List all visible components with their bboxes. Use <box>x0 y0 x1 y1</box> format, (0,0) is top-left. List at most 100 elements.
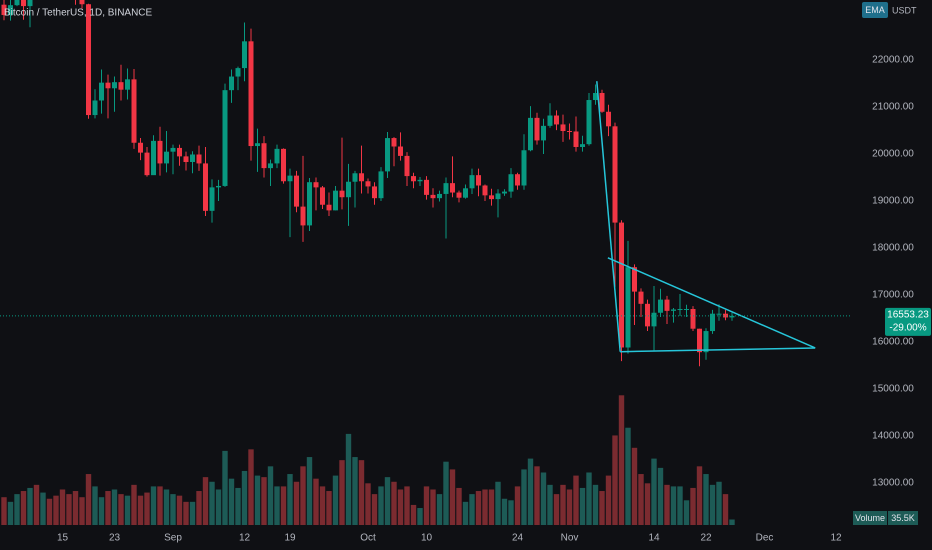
candle-body <box>14 0 20 6</box>
candle-body <box>79 0 85 5</box>
candle-body <box>144 152 150 176</box>
candle-body <box>248 41 254 147</box>
candle-body <box>346 181 351 198</box>
indicator-label[interactable]: EMA <box>865 5 885 15</box>
candle-body <box>229 76 234 91</box>
volume-bar <box>14 494 20 525</box>
volume-bar <box>111 489 118 525</box>
candle-body <box>27 0 33 7</box>
volume-bar <box>540 472 547 525</box>
candle-body <box>274 148 280 164</box>
volume-bar <box>358 460 365 525</box>
volume-bar <box>436 494 443 525</box>
volume-bar <box>547 484 553 525</box>
volume-bar <box>514 486 521 525</box>
volume-bar <box>27 487 33 525</box>
volume-bar <box>105 491 111 525</box>
volume-bar <box>716 481 722 525</box>
candle-body <box>170 147 176 152</box>
candle-body <box>632 267 637 292</box>
candle-body <box>138 142 143 153</box>
volume-bar <box>501 498 508 525</box>
volume-bar <box>638 474 644 525</box>
volume-bar <box>79 497 85 525</box>
volume-bar <box>274 486 280 525</box>
volume-bar <box>306 457 313 525</box>
volume-bar <box>7 501 14 525</box>
candle-body <box>586 100 592 145</box>
volume-bar <box>443 461 449 525</box>
volume-bar <box>137 495 144 525</box>
volume-bar <box>482 489 488 525</box>
candle-body <box>528 117 533 151</box>
volume-bar <box>573 475 579 525</box>
plot-area <box>0 0 850 525</box>
candle-body <box>8 5 13 16</box>
volume-bar <box>189 501 196 525</box>
candle-body <box>1 4 7 16</box>
volume-bar <box>228 478 235 525</box>
candle-body <box>456 192 462 198</box>
volume-bar <box>722 494 729 525</box>
volume-bar <box>46 498 53 525</box>
volume-bar <box>417 508 423 525</box>
volume-bar <box>651 458 657 525</box>
candle-body <box>690 308 696 329</box>
candle-body <box>729 315 735 318</box>
volume-value-badge <box>888 511 918 525</box>
candle-body <box>580 144 585 147</box>
volume-bar <box>488 489 495 525</box>
candle-body <box>677 308 683 310</box>
chart-title: Bitcoin / TetherUS, 1D, BINANCE <box>4 8 153 19</box>
candle-body <box>469 175 475 189</box>
candle-body <box>131 79 137 143</box>
volume-bar <box>345 433 352 525</box>
volume-bar <box>118 494 124 525</box>
indicator-badge[interactable] <box>862 2 888 18</box>
candle-body <box>177 147 182 157</box>
volume-bar <box>287 474 293 525</box>
volume-bar <box>508 500 514 525</box>
x-tick-label: 23 <box>109 533 121 544</box>
y-tick-label: 22000.00 <box>872 55 914 66</box>
volume-bar <box>365 483 371 525</box>
volume-bar <box>157 486 163 525</box>
candle-body <box>300 206 306 226</box>
volume-bar <box>534 466 540 525</box>
volume-bar <box>98 497 105 525</box>
candle-body <box>541 125 546 141</box>
volume-bar <box>592 484 599 525</box>
volume-bar <box>339 460 345 525</box>
candle-body <box>651 312 657 327</box>
volume-bar <box>703 474 709 525</box>
candle-body <box>196 154 202 164</box>
volume-bar <box>209 481 215 525</box>
candle-body <box>716 313 722 315</box>
trendline <box>620 347 816 353</box>
candle-body <box>92 100 98 116</box>
candle-body <box>411 176 416 182</box>
x-tick-label: 12 <box>239 533 251 544</box>
candle-body <box>151 140 156 176</box>
candle-body <box>476 175 481 186</box>
volume-bar <box>150 486 157 525</box>
candle-body <box>255 143 260 147</box>
volume-bar <box>599 491 605 525</box>
candle-body <box>398 146 403 156</box>
candle-body <box>437 193 442 199</box>
y-tick-label: 20000.00 <box>872 149 914 160</box>
x-tick-label: 14 <box>648 533 660 544</box>
candle-body <box>671 309 676 311</box>
y-tick-label: 19000.00 <box>872 196 914 207</box>
volume-bar <box>319 486 326 525</box>
candle-body <box>333 190 338 211</box>
y-tick-label: 18000.00 <box>872 243 914 254</box>
volume-bar <box>66 494 72 525</box>
candle-body <box>378 171 384 199</box>
candle-body <box>125 79 130 90</box>
trendline <box>596 81 621 352</box>
volume-bar <box>677 486 683 525</box>
volume-bar <box>92 486 98 525</box>
candle-body <box>508 174 514 192</box>
